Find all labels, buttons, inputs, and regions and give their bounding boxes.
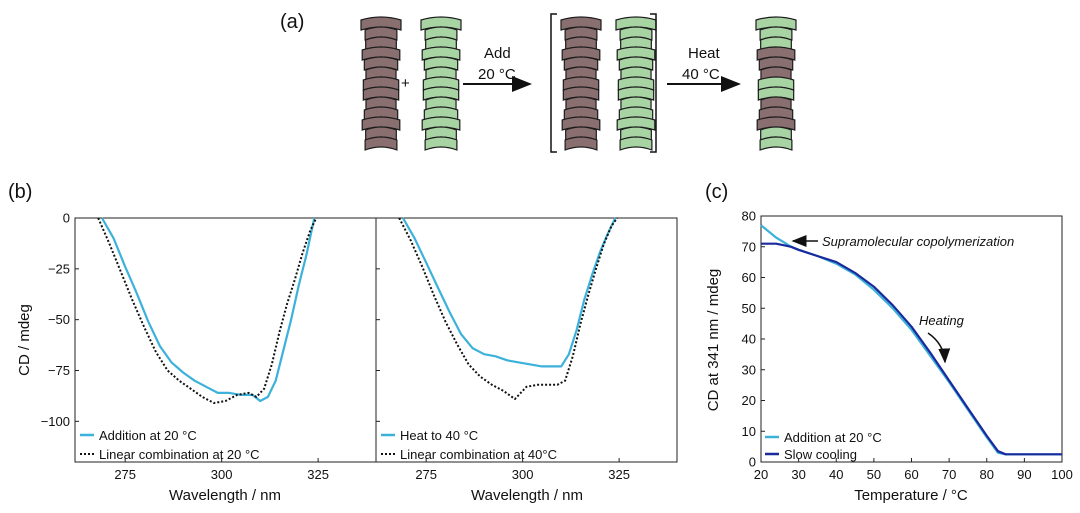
x-tick-label: 275 (415, 467, 437, 482)
series-line-primary (402, 217, 617, 368)
chart-c: 20 30 40 50 60 70 80 90 100 0 10 20 30 40 50 60 70 80 CD … (705, 209, 1073, 505)
y-tick-label: −100 (41, 414, 70, 429)
y-tick-label: 50 (742, 301, 756, 316)
annotation-copolymerization: Supramolecular copolymerization (822, 234, 1014, 249)
y-tick-label: 40 (742, 332, 756, 347)
y-tick-label: 70 (742, 239, 756, 254)
legend-label-addition-c: Addition at 20 °C (784, 430, 882, 445)
panel-label-a: (a) (280, 11, 304, 33)
y-tick-label: 30 (742, 362, 756, 377)
right-bracket (650, 13, 657, 153)
plus-sign: + (401, 75, 410, 92)
y-tick-label: 0 (749, 455, 756, 470)
legend-label-addition-20: Addition at 20 °C (99, 428, 197, 443)
y-tick-label: 20 (742, 393, 756, 408)
x-tick-label: 100 (1051, 467, 1073, 482)
schematic-self-assembly (360, 16, 797, 151)
series-line-primary (101, 217, 316, 403)
x-axis-title-b-right: Wavelength / nm (471, 487, 583, 504)
legend-c: Addition at 20 °C Slow cooling (765, 430, 882, 462)
step2-label-line1: Heat (688, 45, 721, 62)
y-tick-label: 80 (742, 209, 756, 224)
y-tick-label: −25 (48, 261, 70, 276)
x-tick-label: 20 (754, 467, 768, 482)
x-tick-label: 60 (904, 467, 918, 482)
plot-frame-b-right (375, 217, 678, 463)
x-axis-title-b-left: Wavelength / nm (169, 487, 281, 504)
stack-mauve (360, 16, 402, 151)
chart-b-left: 275 300 325 0 −25 −50 −75 −100 CD / mdeg Wavele… (16, 211, 377, 504)
legend-label-linear-20: Linear combination at 20 °C (99, 447, 260, 462)
annotation-arrow-heating (927, 332, 951, 364)
y-axis-title-b: CD / mdeg (16, 304, 33, 376)
stack-green-in-bracket (615, 16, 657, 151)
y-tick-label: 10 (742, 424, 756, 439)
step2-label-line2: 40 °C (682, 66, 720, 83)
y-tick-label: 60 (742, 270, 756, 285)
stack-mauve-in-bracket (560, 16, 602, 151)
y-tick-label: −75 (48, 363, 70, 378)
legend-label-linear-40: Linear combination at 40°C (400, 447, 557, 462)
x-tick-label: 50 (867, 467, 881, 482)
series-line-secondary (761, 242, 1062, 456)
left-bracket (550, 13, 557, 153)
stack-copolymer (755, 16, 797, 151)
step1-label-line2: 20 °C (478, 66, 516, 83)
series-line-secondary (97, 217, 318, 404)
legend-b-right: Heat to 40 °C Linear combination at 40°C (381, 428, 557, 462)
legend-label-slow-cooling: Slow cooling (784, 447, 857, 462)
x-tick-label: 275 (114, 467, 136, 482)
legend-b-left: Addition at 20 °C Linear combination at … (80, 428, 260, 462)
x-tick-label: 300 (211, 467, 233, 482)
panel-label-c: (c) (705, 181, 728, 203)
stack-green (420, 16, 462, 151)
legend-label-heat-40: Heat to 40 °C (400, 428, 478, 443)
x-tick-label: 30 (791, 467, 805, 482)
x-tick-label: 80 (980, 467, 994, 482)
y-axis-title-c: CD at 341 nm / mdeg (705, 269, 722, 412)
chart-b-right: 275 300 325 Wavelength / nm Heat to 40 °C … (375, 217, 678, 504)
annotation-heating: Heating (919, 313, 965, 328)
x-axis-title-c: Temperature / °C (854, 487, 968, 504)
y-tick-label: −50 (48, 312, 70, 327)
series-line-secondary (398, 217, 619, 400)
x-tick-label: 90 (1017, 467, 1031, 482)
panel-label-b: (b) (8, 181, 32, 203)
x-tick-label: 325 (608, 467, 630, 482)
x-tick-label: 300 (512, 467, 534, 482)
y-tick-label: 0 (63, 211, 70, 226)
x-tick-label: 325 (307, 467, 329, 482)
x-tick-label: 70 (942, 467, 956, 482)
step1-label-line1: Add (484, 45, 511, 62)
series-line-primary (760, 224, 1062, 456)
x-tick-label: 40 (829, 467, 843, 482)
